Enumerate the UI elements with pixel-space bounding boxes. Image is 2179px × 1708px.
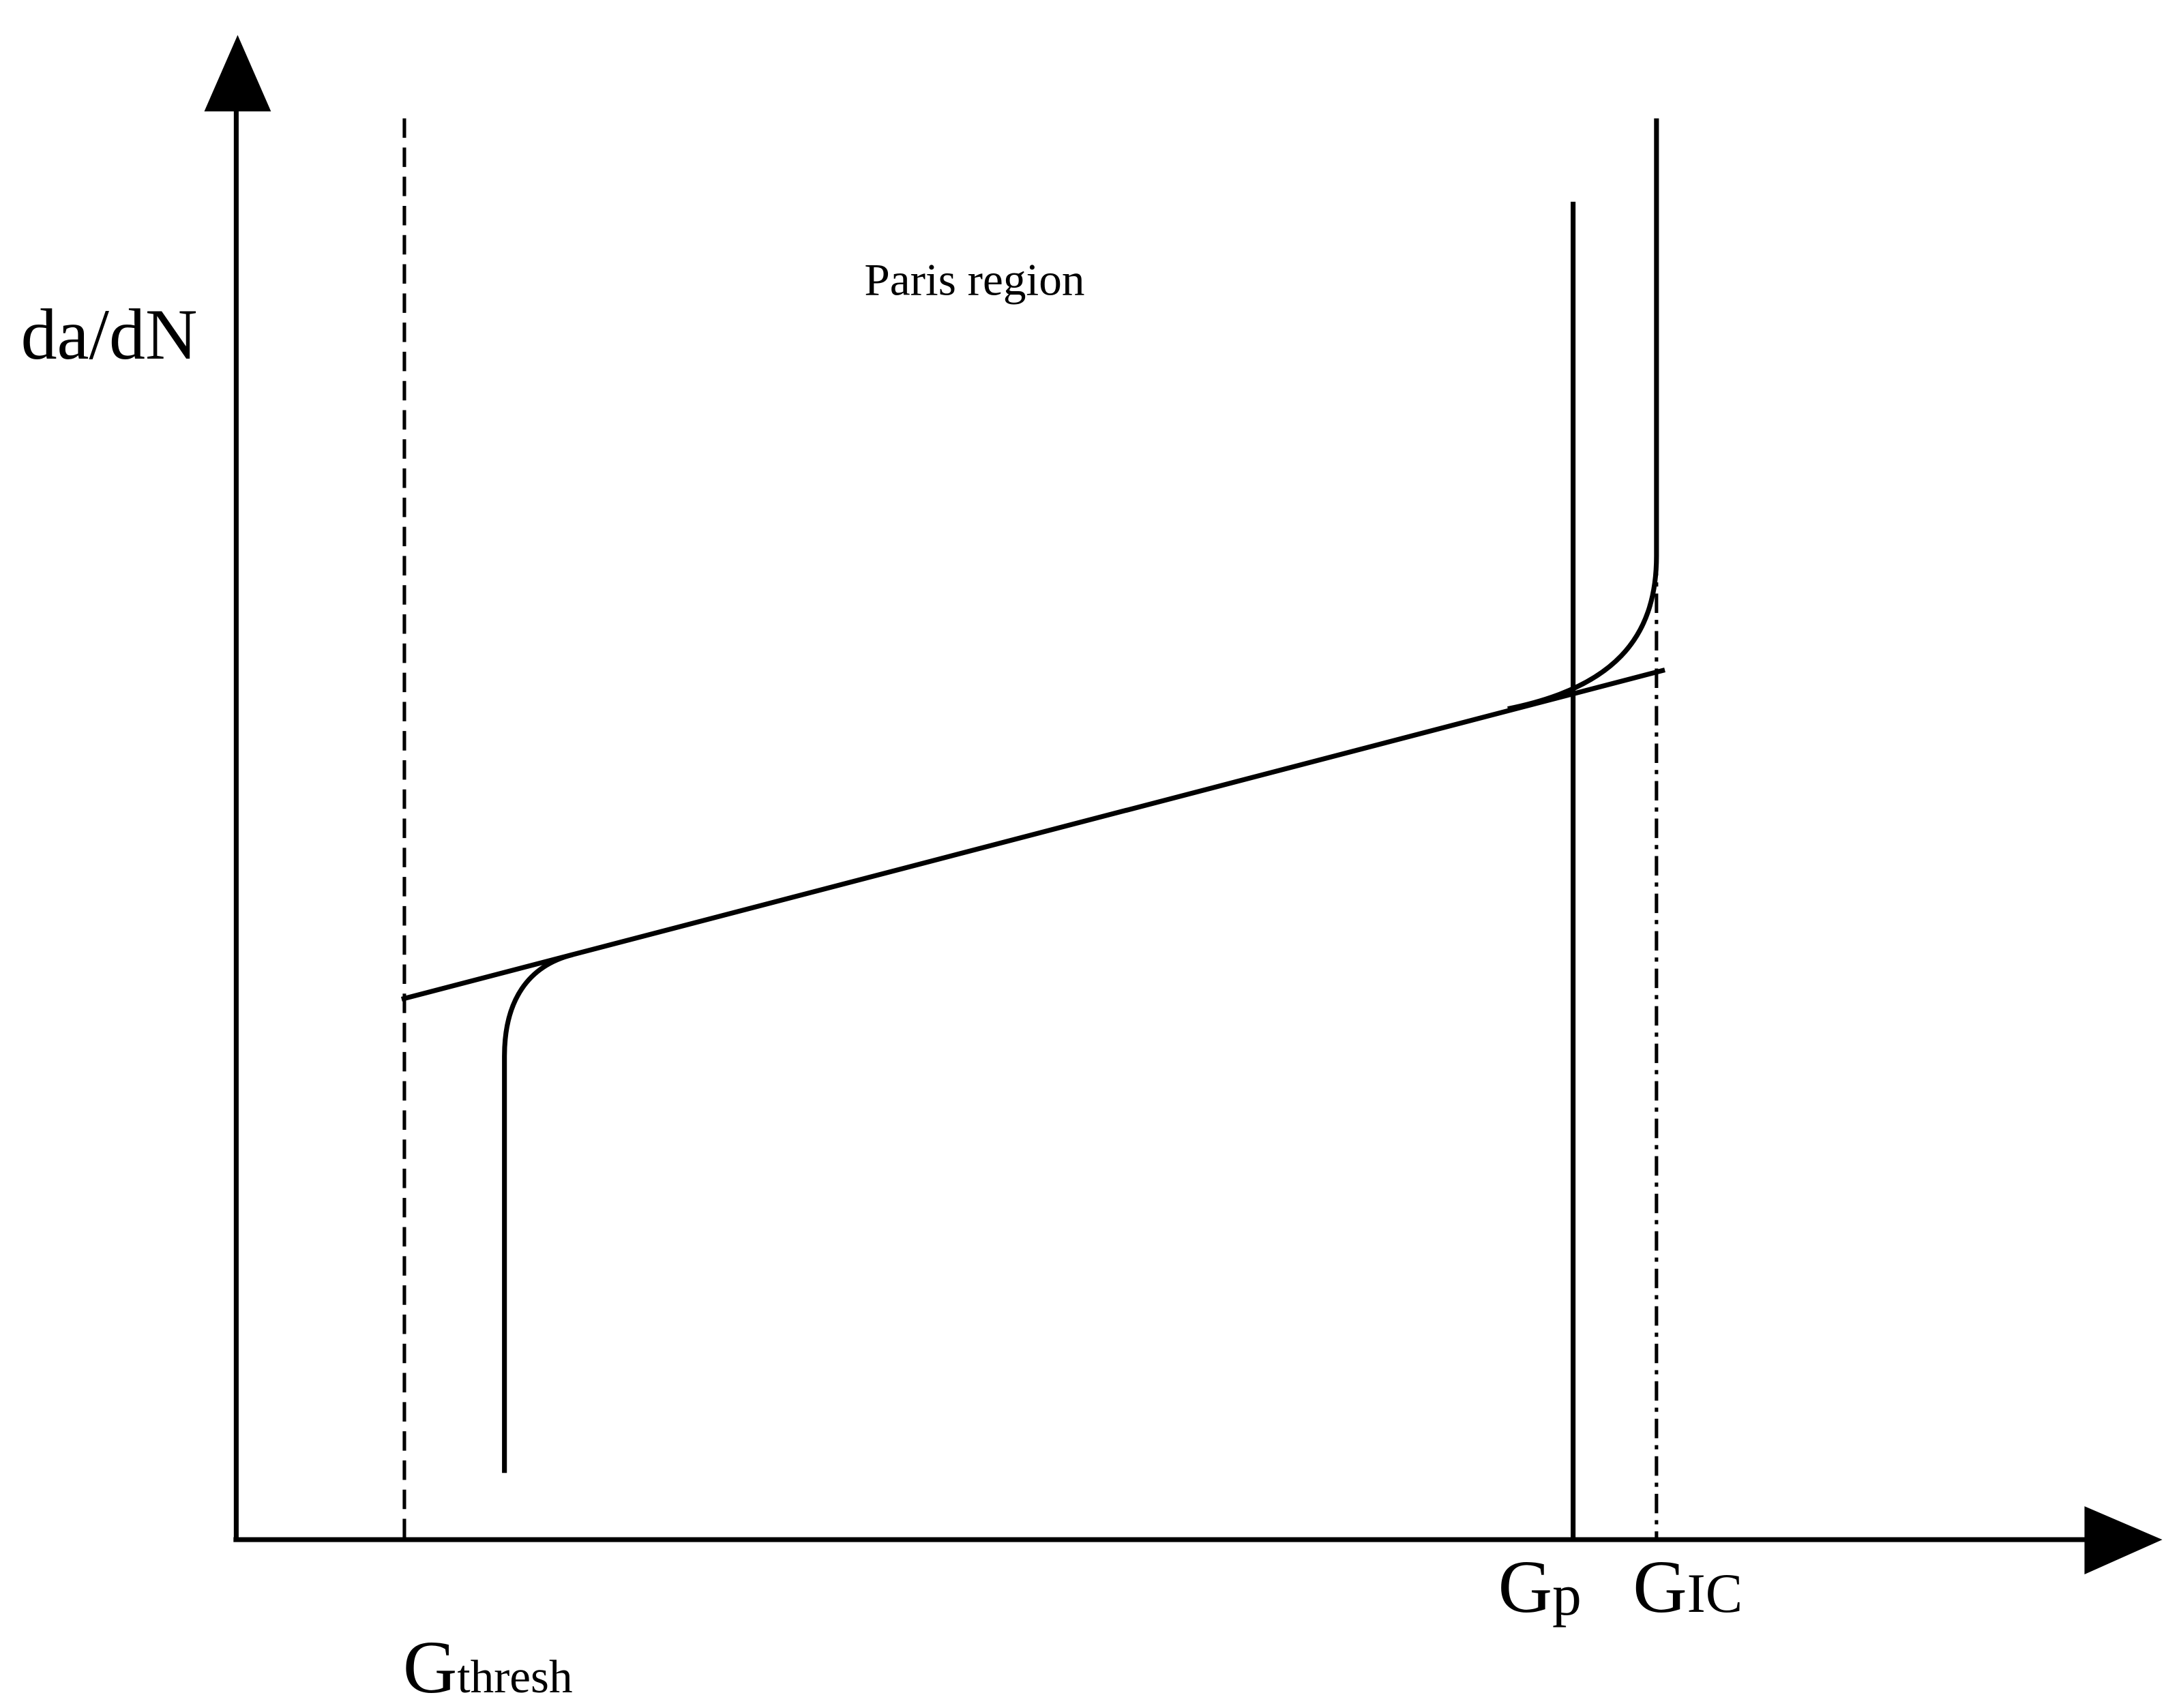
paris-line (400, 668, 1665, 1002)
threshold-curve (502, 952, 574, 1473)
subscript: p (1552, 1563, 1582, 1628)
y-axis-label: da/dN (21, 295, 198, 374)
x-axis-arrow (2084, 1506, 2163, 1575)
gp-label: Gp (1498, 1545, 1582, 1628)
symbol: G (1633, 1545, 1687, 1628)
region-label: Paris region (864, 254, 1084, 305)
y-axis-arrow (204, 35, 271, 112)
gic-label: GIC (1633, 1545, 1743, 1628)
symbol: G (403, 1625, 457, 1708)
g-thresh-label: Gthresh (403, 1625, 573, 1708)
gic-curve (1507, 118, 1659, 712)
subscript: IC (1687, 1562, 1743, 1624)
subscript: thresh (457, 1650, 572, 1703)
symbol: G (1498, 1545, 1552, 1628)
